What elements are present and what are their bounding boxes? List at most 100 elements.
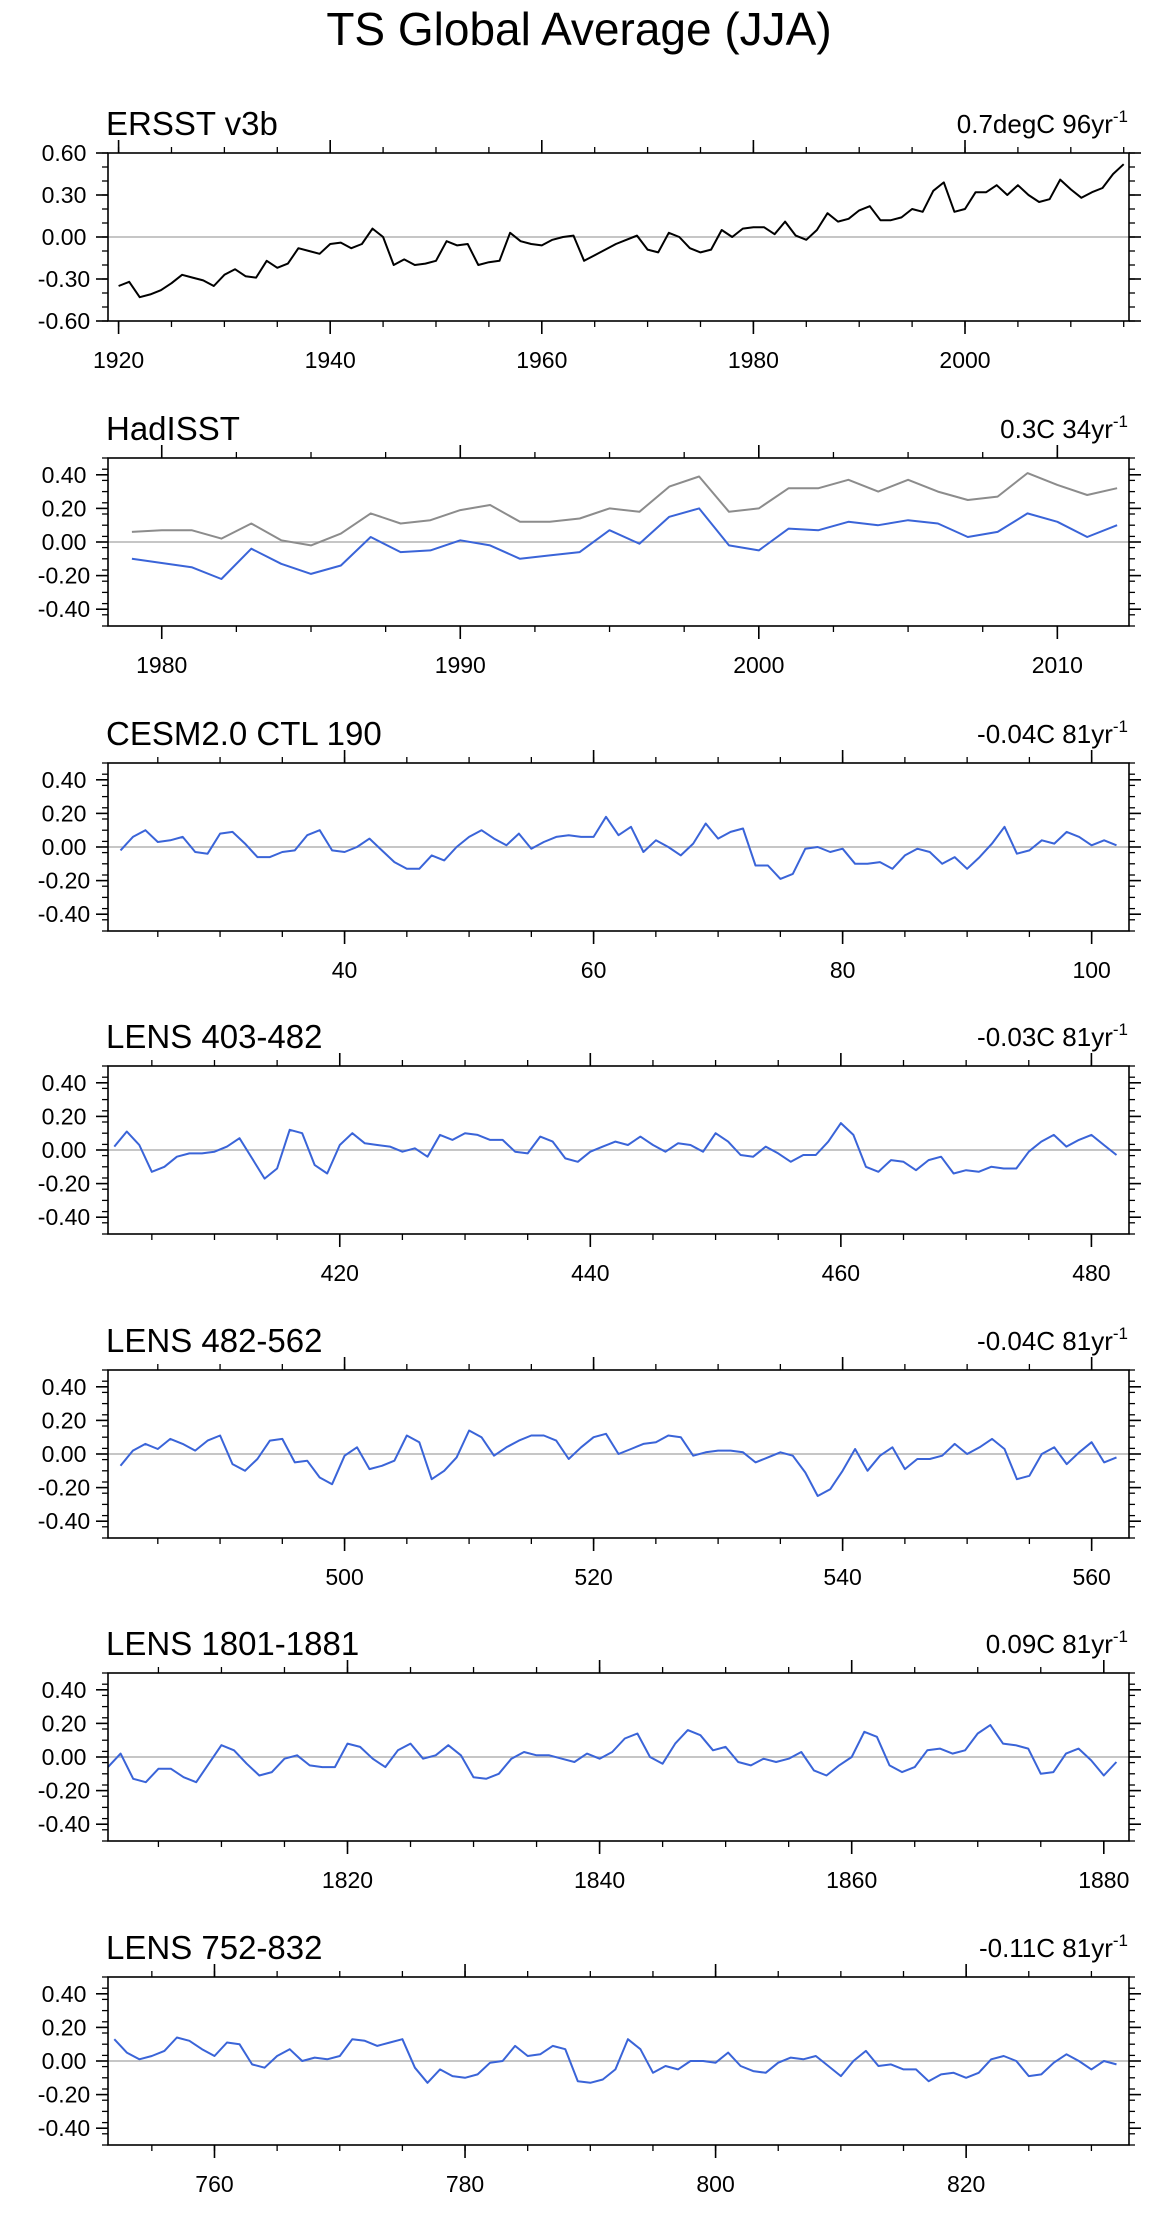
trend-label: 0.3C 34yr-1 <box>1000 412 1128 444</box>
panel-title: ERSST v3b <box>106 105 278 142</box>
y-tick-label: -0.20 <box>38 868 90 894</box>
x-tick-label: 800 <box>696 2171 734 2197</box>
x-tick-label: 2000 <box>733 652 784 678</box>
series-line-blue <box>107 1724 1118 1784</box>
y-tick-label: 0.00 <box>42 834 87 860</box>
x-tick-label: 1940 <box>305 347 356 373</box>
y-tick-label: -0.40 <box>38 2115 90 2141</box>
panel-title: LENS 482-562 <box>106 1322 322 1359</box>
y-tick-label: 0.20 <box>42 1710 87 1736</box>
panel-3: CESM2.0 CTL 190 -0.04C 81yr-1 -0.40 -0.20 0.… <box>38 715 1141 983</box>
x-tick-label: 1980 <box>728 347 779 373</box>
x-tick-label: 500 <box>325 1564 363 1590</box>
x-tick-label: 1980 <box>136 652 187 678</box>
panel-4: LENS 403-482 -0.03C 81yr-1 -0.40 -0.20 0.00 0… <box>38 1018 1141 1286</box>
series-line-blue <box>131 507 1118 580</box>
panel-2: HadISST 0.3C 34yr-1 -0.40 -0.20 0.00 0.20 0.40… <box>38 410 1141 678</box>
y-tick-label: 0.30 <box>42 182 87 208</box>
trend-label: -0.04C 81yr-1 <box>977 1324 1128 1356</box>
y-tick-label: 0.00 <box>42 2048 87 2074</box>
x-tick-label: 440 <box>571 1260 609 1286</box>
x-tick-label: 1860 <box>826 1867 877 1893</box>
series-line-blue <box>119 815 1117 880</box>
panel-title: LENS 403-482 <box>106 1018 322 1055</box>
y-tick-label: 0.40 <box>42 462 87 488</box>
panel-title: LENS 1801-1881 <box>106 1625 359 1662</box>
y-tick-label: 0.00 <box>42 1744 87 1770</box>
trend-label: -0.03C 81yr-1 <box>977 1020 1128 1052</box>
trend-label: 0.09C 81yr-1 <box>986 1627 1128 1659</box>
y-tick-label: -0.60 <box>38 308 90 334</box>
x-tick-label: 780 <box>446 2171 484 2197</box>
series-line-black <box>118 163 1125 299</box>
y-tick-label: -0.40 <box>38 901 90 927</box>
x-tick-label: 1880 <box>1078 1867 1129 1893</box>
figure-title: TS Global Average (JJA) <box>326 3 832 55</box>
plot-frame <box>107 1672 1130 1842</box>
panel-title: CESM2.0 CTL 190 <box>106 715 382 752</box>
x-tick-label: 560 <box>1072 1564 1110 1590</box>
x-tick-label: 520 <box>574 1564 612 1590</box>
x-tick-label: 820 <box>947 2171 985 2197</box>
panel-title: LENS 752-832 <box>106 1929 322 1966</box>
trend-label: 0.7degC 96yr-1 <box>957 107 1128 139</box>
panel-title: HadISST <box>106 410 240 447</box>
x-tick-label: 2000 <box>939 347 990 373</box>
y-tick-label: 0.20 <box>42 1103 87 1129</box>
trend-label: -0.11C 81yr-1 <box>979 1931 1128 1963</box>
x-tick-label: 2010 <box>1032 652 1083 678</box>
series-line-blue <box>113 2036 1117 2084</box>
y-tick-label: -0.20 <box>38 1778 90 1804</box>
x-tick-label: 1920 <box>93 347 144 373</box>
x-tick-label: 1960 <box>516 347 567 373</box>
panel-1: ERSST v3b 0.7degC 96yr-1 -0.60 -0.30 0.00 0.3… <box>38 105 1141 373</box>
x-tick-label: 480 <box>1072 1260 1110 1286</box>
y-tick-label: 0.00 <box>42 224 87 250</box>
y-tick-label: 0.40 <box>42 1070 87 1096</box>
x-tick-label: 1820 <box>322 1867 373 1893</box>
y-tick-label: 0.20 <box>42 800 87 826</box>
y-tick-label: -0.20 <box>38 2082 90 2108</box>
x-tick-label: 1840 <box>574 1867 625 1893</box>
y-tick-label: -0.40 <box>38 1508 90 1534</box>
y-tick-label: 0.20 <box>42 495 87 521</box>
y-tick-label: 0.60 <box>42 140 87 166</box>
y-tick-label: 0.40 <box>42 1374 87 1400</box>
series-line-blue <box>119 1429 1117 1497</box>
y-tick-label: -0.20 <box>38 1171 90 1197</box>
x-tick-label: 80 <box>830 957 856 983</box>
y-tick-label: -0.40 <box>38 1811 90 1837</box>
series-line-gray <box>131 472 1118 547</box>
y-tick-label: 0.20 <box>42 2014 87 2040</box>
y-tick-label: -0.40 <box>38 1204 90 1230</box>
x-tick-label: 540 <box>823 1564 861 1590</box>
panel-7: LENS 752-832 -0.11C 81yr-1 -0.40 -0.20 0.00 0… <box>38 1929 1141 2197</box>
x-tick-label: 420 <box>321 1260 359 1286</box>
y-tick-label: 0.40 <box>42 1677 87 1703</box>
y-tick-label: 0.00 <box>42 1137 87 1163</box>
panel-6: LENS 1801-1881 0.09C 81yr-1 -0.40 -0.20 0.00… <box>38 1625 1141 1893</box>
y-tick-label: 0.00 <box>42 1441 87 1467</box>
x-tick-label: 60 <box>581 957 607 983</box>
y-tick-label: 0.20 <box>42 1407 87 1433</box>
panel-5: LENS 482-562 -0.04C 81yr-1 -0.40 -0.20 0.00 0… <box>38 1322 1141 1590</box>
plot-frame <box>107 152 1130 322</box>
plot-frame <box>107 1369 1130 1539</box>
plot-frame <box>107 1065 1130 1235</box>
y-tick-label: 0.00 <box>42 529 87 555</box>
series-line-blue <box>113 1122 1118 1180</box>
y-tick-label: 0.40 <box>42 1981 87 2007</box>
y-tick-label: -0.20 <box>38 563 90 589</box>
plot-frame <box>107 457 1130 627</box>
y-tick-label: -0.30 <box>38 266 90 292</box>
plot-frame <box>107 762 1130 932</box>
x-tick-label: 460 <box>822 1260 860 1286</box>
x-tick-label: 1990 <box>435 652 486 678</box>
trend-label: -0.04C 81yr-1 <box>977 717 1128 749</box>
x-tick-label: 100 <box>1072 957 1110 983</box>
y-tick-label: -0.20 <box>38 1475 90 1501</box>
plot-frame <box>107 1976 1130 2146</box>
x-tick-label: 760 <box>195 2171 233 2197</box>
x-tick-label: 40 <box>332 957 358 983</box>
